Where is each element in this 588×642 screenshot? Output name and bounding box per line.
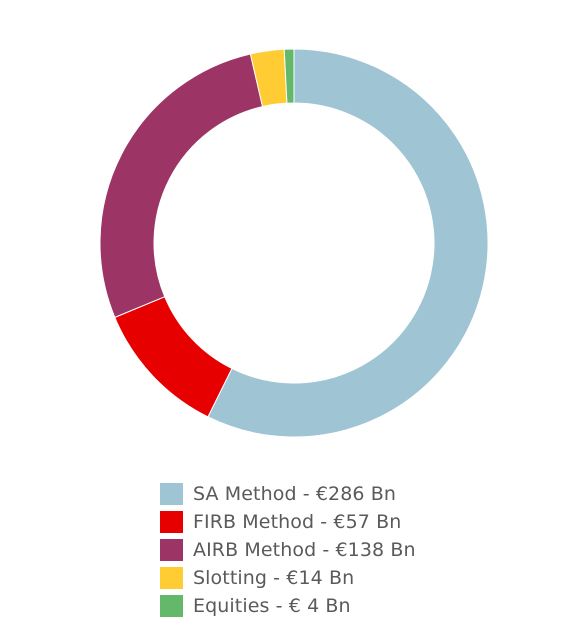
donut-slice-equities bbox=[283, 48, 295, 104]
legend-item-firb-method: FIRB Method - €57 Bn bbox=[160, 508, 416, 536]
legend-swatch-equities bbox=[160, 595, 183, 617]
legend-item-equities: Equities - € 4 Bn bbox=[160, 592, 416, 620]
donut-slice-airb-method bbox=[99, 53, 264, 319]
legend-label-equities: Equities - € 4 Bn bbox=[193, 595, 351, 617]
legend-swatch-firb-method bbox=[160, 511, 183, 533]
legend-item-sa-method: SA Method - €286 Bn bbox=[160, 480, 416, 508]
legend-swatch-slotting bbox=[160, 567, 183, 589]
legend-item-slotting: Slotting - €14 Bn bbox=[160, 564, 416, 592]
legend-label-sa-method: SA Method - €286 Bn bbox=[193, 483, 397, 505]
legend-label-firb-method: FIRB Method - €57 Bn bbox=[193, 511, 402, 533]
donut-slice-firb-method bbox=[114, 296, 233, 418]
legend-swatch-airb-method bbox=[160, 539, 183, 561]
legend-item-airb-method: AIRB Method - €138 Bn bbox=[160, 536, 416, 564]
chart-legend: SA Method - €286 Bn FIRB Method - €57 Bn… bbox=[160, 480, 416, 620]
donut-chart bbox=[99, 48, 489, 438]
legend-swatch-sa-method bbox=[160, 483, 183, 505]
donut-slice-sa-method bbox=[207, 48, 489, 438]
legend-label-slotting: Slotting - €14 Bn bbox=[193, 567, 355, 589]
legend-label-airb-method: AIRB Method - €138 Bn bbox=[193, 539, 416, 561]
